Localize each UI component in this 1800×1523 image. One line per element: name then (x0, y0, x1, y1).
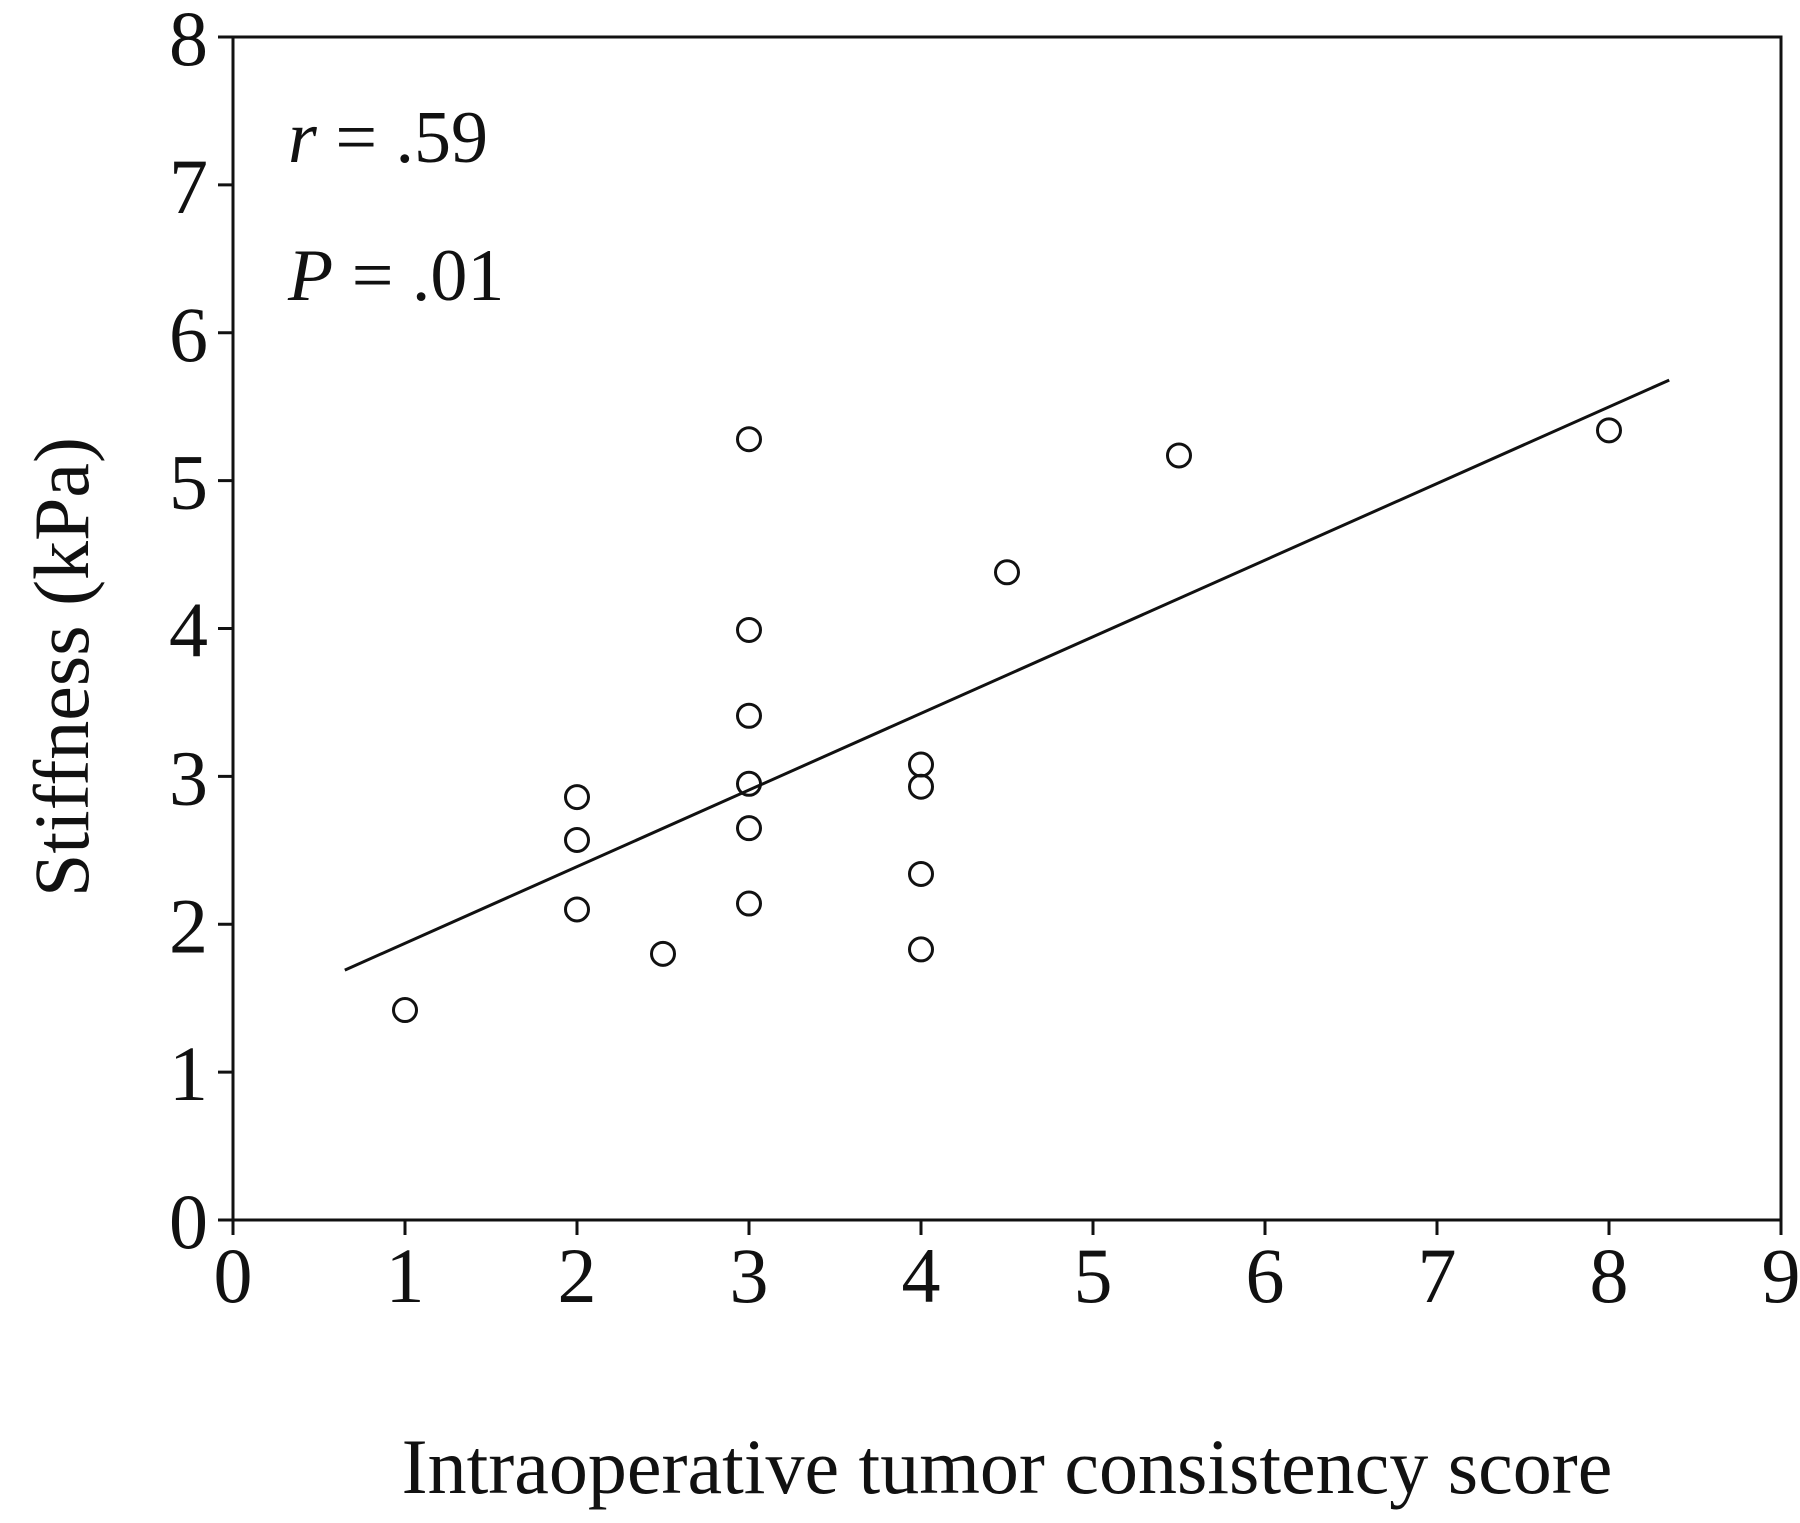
data-point (566, 898, 589, 921)
y-tick-label: 5 (169, 439, 208, 526)
x-tick-label: 0 (214, 1232, 253, 1319)
regression-line-layer (345, 380, 1669, 970)
data-point (996, 561, 1019, 584)
data-point (738, 817, 761, 840)
plot-frame (233, 37, 1781, 1220)
data-point (394, 999, 417, 1022)
y-axis-ticks: 0 1 2 3 4 5 6 7 8 (169, 0, 233, 1265)
data-point (738, 704, 761, 727)
x-tick-label: 2 (558, 1232, 597, 1319)
annotation-p: P = .01 (287, 235, 504, 317)
regression-line (345, 380, 1669, 970)
annotation-r-value: = .59 (317, 97, 488, 179)
y-tick-label: 3 (169, 734, 208, 821)
y-tick-label: 4 (169, 587, 208, 674)
y-axis-title: Stiffness (kPa) (18, 437, 105, 897)
annotation-r-symbol: r (288, 97, 318, 179)
x-tick-label: 1 (386, 1232, 425, 1319)
annotation-p-value: = .01 (333, 235, 504, 317)
annotation-r: r = .59 (288, 97, 488, 179)
data-point (566, 786, 589, 809)
data-point (910, 753, 933, 776)
x-axis-ticks: 0 1 2 3 4 5 6 7 8 9 (214, 1220, 1800, 1319)
data-point (738, 428, 761, 451)
data-points-layer (394, 419, 1621, 1022)
data-point (738, 618, 761, 641)
x-tick-label: 6 (1246, 1232, 1285, 1319)
x-tick-label: 4 (902, 1232, 941, 1319)
data-point (652, 942, 675, 965)
data-point (910, 775, 933, 798)
x-tick-label: 8 (1590, 1232, 1629, 1319)
data-point (1598, 419, 1621, 442)
x-tick-label: 5 (1074, 1232, 1113, 1319)
data-point (566, 828, 589, 851)
y-tick-label: 2 (169, 882, 208, 969)
annotation-p-symbol: P (287, 235, 333, 317)
data-point (738, 892, 761, 915)
data-point (910, 862, 933, 885)
x-axis-title: Intraoperative tumor consistency score (402, 1423, 1613, 1510)
data-point (1168, 444, 1191, 467)
data-point (738, 772, 761, 795)
y-tick-label: 8 (169, 0, 208, 82)
y-tick-label: 6 (169, 291, 208, 378)
data-point (910, 938, 933, 961)
y-tick-label: 1 (169, 1030, 208, 1117)
x-tick-label: 9 (1762, 1232, 1800, 1319)
x-tick-label: 7 (1418, 1232, 1457, 1319)
x-tick-label: 3 (730, 1232, 769, 1319)
y-tick-label: 0 (169, 1178, 208, 1265)
y-tick-label: 7 (169, 143, 208, 230)
